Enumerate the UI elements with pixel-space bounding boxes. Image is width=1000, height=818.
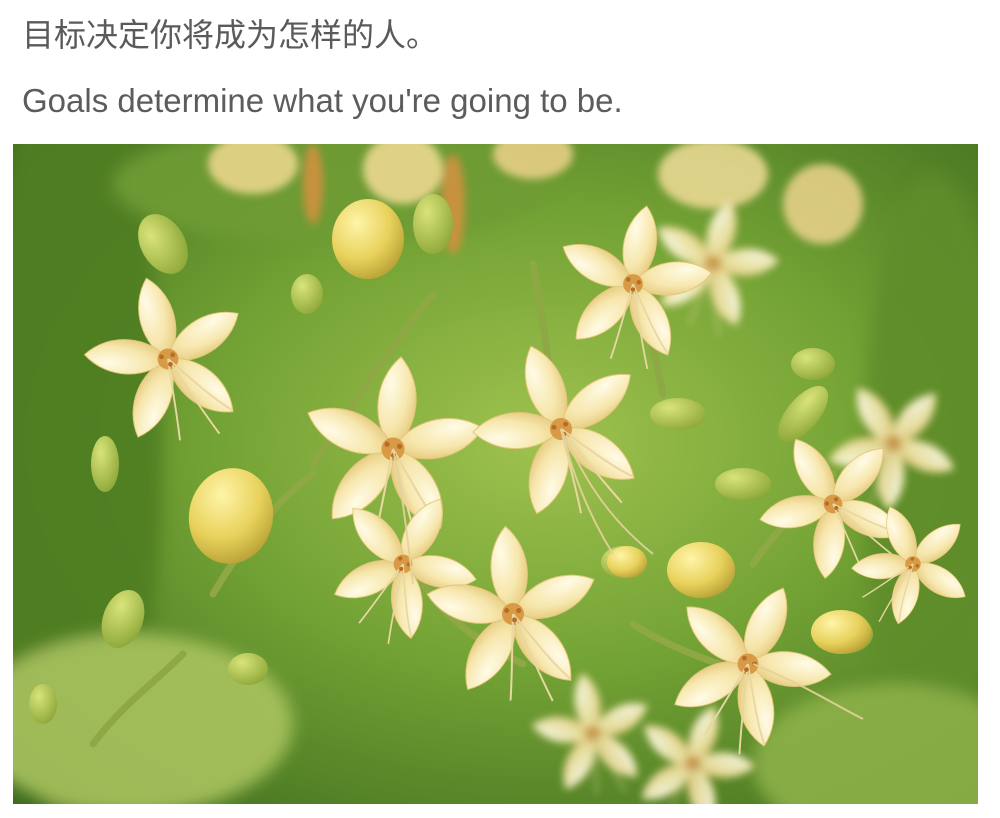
quote-chinese: 目标决定你将成为怎样的人。 bbox=[22, 16, 439, 54]
flower-photo bbox=[13, 144, 978, 804]
flower-photo-illustration bbox=[13, 144, 978, 804]
quote-english: Goals determine what you're going to be. bbox=[22, 82, 623, 119]
